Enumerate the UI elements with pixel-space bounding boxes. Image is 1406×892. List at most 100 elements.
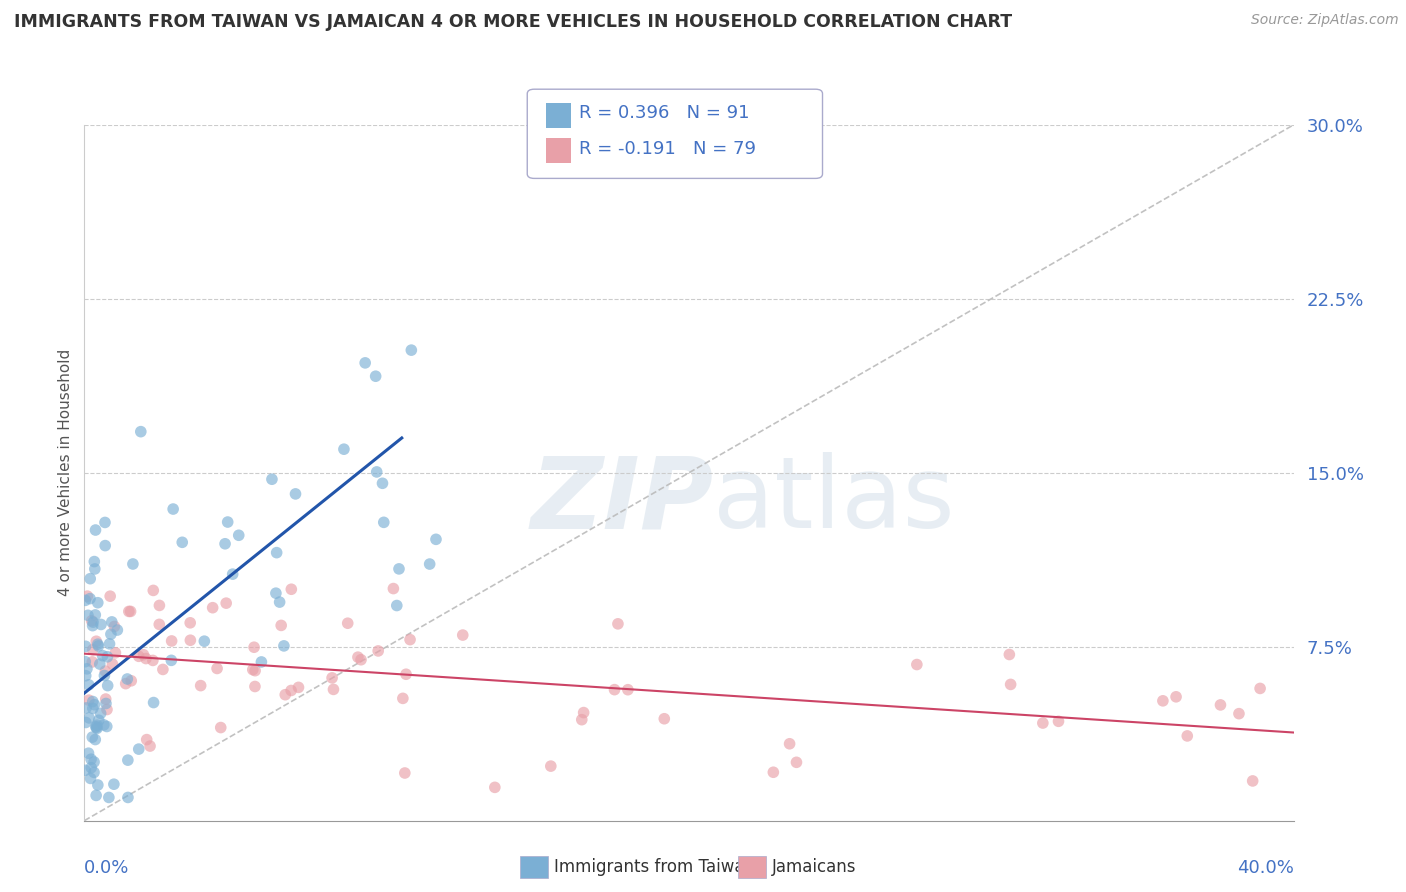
Point — [80, 614, 103, 628]
Point — [77, 746, 100, 760]
Point — [242, 663, 264, 677]
Point — [87, 637, 110, 651]
Point — [79, 772, 101, 786]
Point — [419, 557, 441, 571]
Point — [84, 732, 107, 747]
Point — [77, 678, 100, 692]
Point — [287, 681, 309, 695]
Point — [75, 715, 97, 730]
Point — [152, 662, 174, 676]
Point — [1175, 729, 1198, 743]
Point — [84, 720, 107, 734]
Point — [142, 696, 165, 710]
Point — [250, 655, 273, 669]
Point — [260, 472, 283, 486]
Point — [451, 628, 474, 642]
Point — [90, 706, 112, 721]
Point — [273, 639, 295, 653]
Point — [270, 618, 292, 632]
Point — [214, 537, 236, 551]
Point — [217, 515, 239, 529]
Point — [280, 683, 302, 698]
Point — [94, 539, 117, 553]
Point — [333, 442, 356, 457]
Point — [80, 752, 103, 766]
Point — [1241, 773, 1264, 788]
Point — [266, 546, 288, 560]
Point — [399, 632, 422, 647]
Point — [100, 627, 122, 641]
Point — [388, 562, 411, 576]
Point — [1209, 698, 1232, 712]
Point — [135, 651, 157, 665]
Point — [96, 719, 118, 733]
Point — [87, 713, 110, 727]
Point — [1047, 714, 1070, 729]
Point — [1227, 706, 1250, 721]
Point — [1249, 681, 1271, 696]
Point — [84, 607, 107, 622]
Point — [83, 698, 105, 712]
Point — [205, 661, 228, 675]
Point — [93, 718, 115, 732]
Point — [392, 691, 415, 706]
Point — [215, 596, 238, 610]
Text: Source: ZipAtlas.com: Source: ZipAtlas.com — [1251, 13, 1399, 28]
Point — [401, 343, 423, 358]
Point — [280, 582, 302, 597]
Y-axis label: 4 or more Vehicles in Household: 4 or more Vehicles in Household — [58, 349, 73, 597]
Point — [652, 712, 675, 726]
Point — [75, 701, 97, 715]
Point — [354, 356, 377, 370]
Point — [82, 701, 104, 715]
Point — [76, 589, 98, 603]
Point — [79, 572, 101, 586]
Point — [75, 640, 97, 654]
Point — [128, 649, 150, 664]
Point — [148, 617, 170, 632]
Point — [94, 516, 117, 530]
Point — [94, 692, 117, 706]
Point — [97, 679, 120, 693]
Point — [84, 634, 107, 648]
Point — [75, 655, 97, 669]
Text: Immigrants from Taiwan: Immigrants from Taiwan — [554, 858, 755, 876]
Text: 0.0%: 0.0% — [84, 859, 129, 877]
Text: Jamaicans: Jamaicans — [772, 858, 856, 876]
Point — [117, 753, 139, 767]
Point — [139, 739, 162, 753]
Point — [172, 535, 194, 549]
Point — [350, 653, 373, 667]
Point — [82, 615, 104, 629]
Point — [84, 523, 107, 537]
Point — [1000, 677, 1022, 691]
Point — [905, 657, 928, 672]
Point — [90, 617, 112, 632]
Point — [104, 646, 127, 660]
Point — [129, 425, 152, 439]
Point — [87, 596, 110, 610]
Point — [998, 648, 1021, 662]
Point — [366, 465, 388, 479]
Point — [82, 618, 104, 632]
Point — [103, 619, 125, 633]
Point — [160, 653, 183, 667]
Point — [120, 604, 142, 618]
Point — [394, 766, 416, 780]
Point — [82, 694, 104, 708]
Point — [274, 688, 297, 702]
Point — [785, 756, 807, 770]
Point — [75, 593, 97, 607]
Point — [243, 680, 266, 694]
Point — [135, 732, 157, 747]
Point — [87, 778, 110, 792]
Point — [572, 706, 595, 720]
Point — [228, 528, 250, 542]
Point — [425, 533, 447, 547]
Point — [264, 586, 287, 600]
Point — [87, 639, 110, 653]
Text: R = 0.396   N = 91: R = 0.396 N = 91 — [579, 104, 749, 122]
Point — [132, 648, 155, 662]
Point — [385, 599, 408, 613]
Point — [96, 649, 118, 664]
